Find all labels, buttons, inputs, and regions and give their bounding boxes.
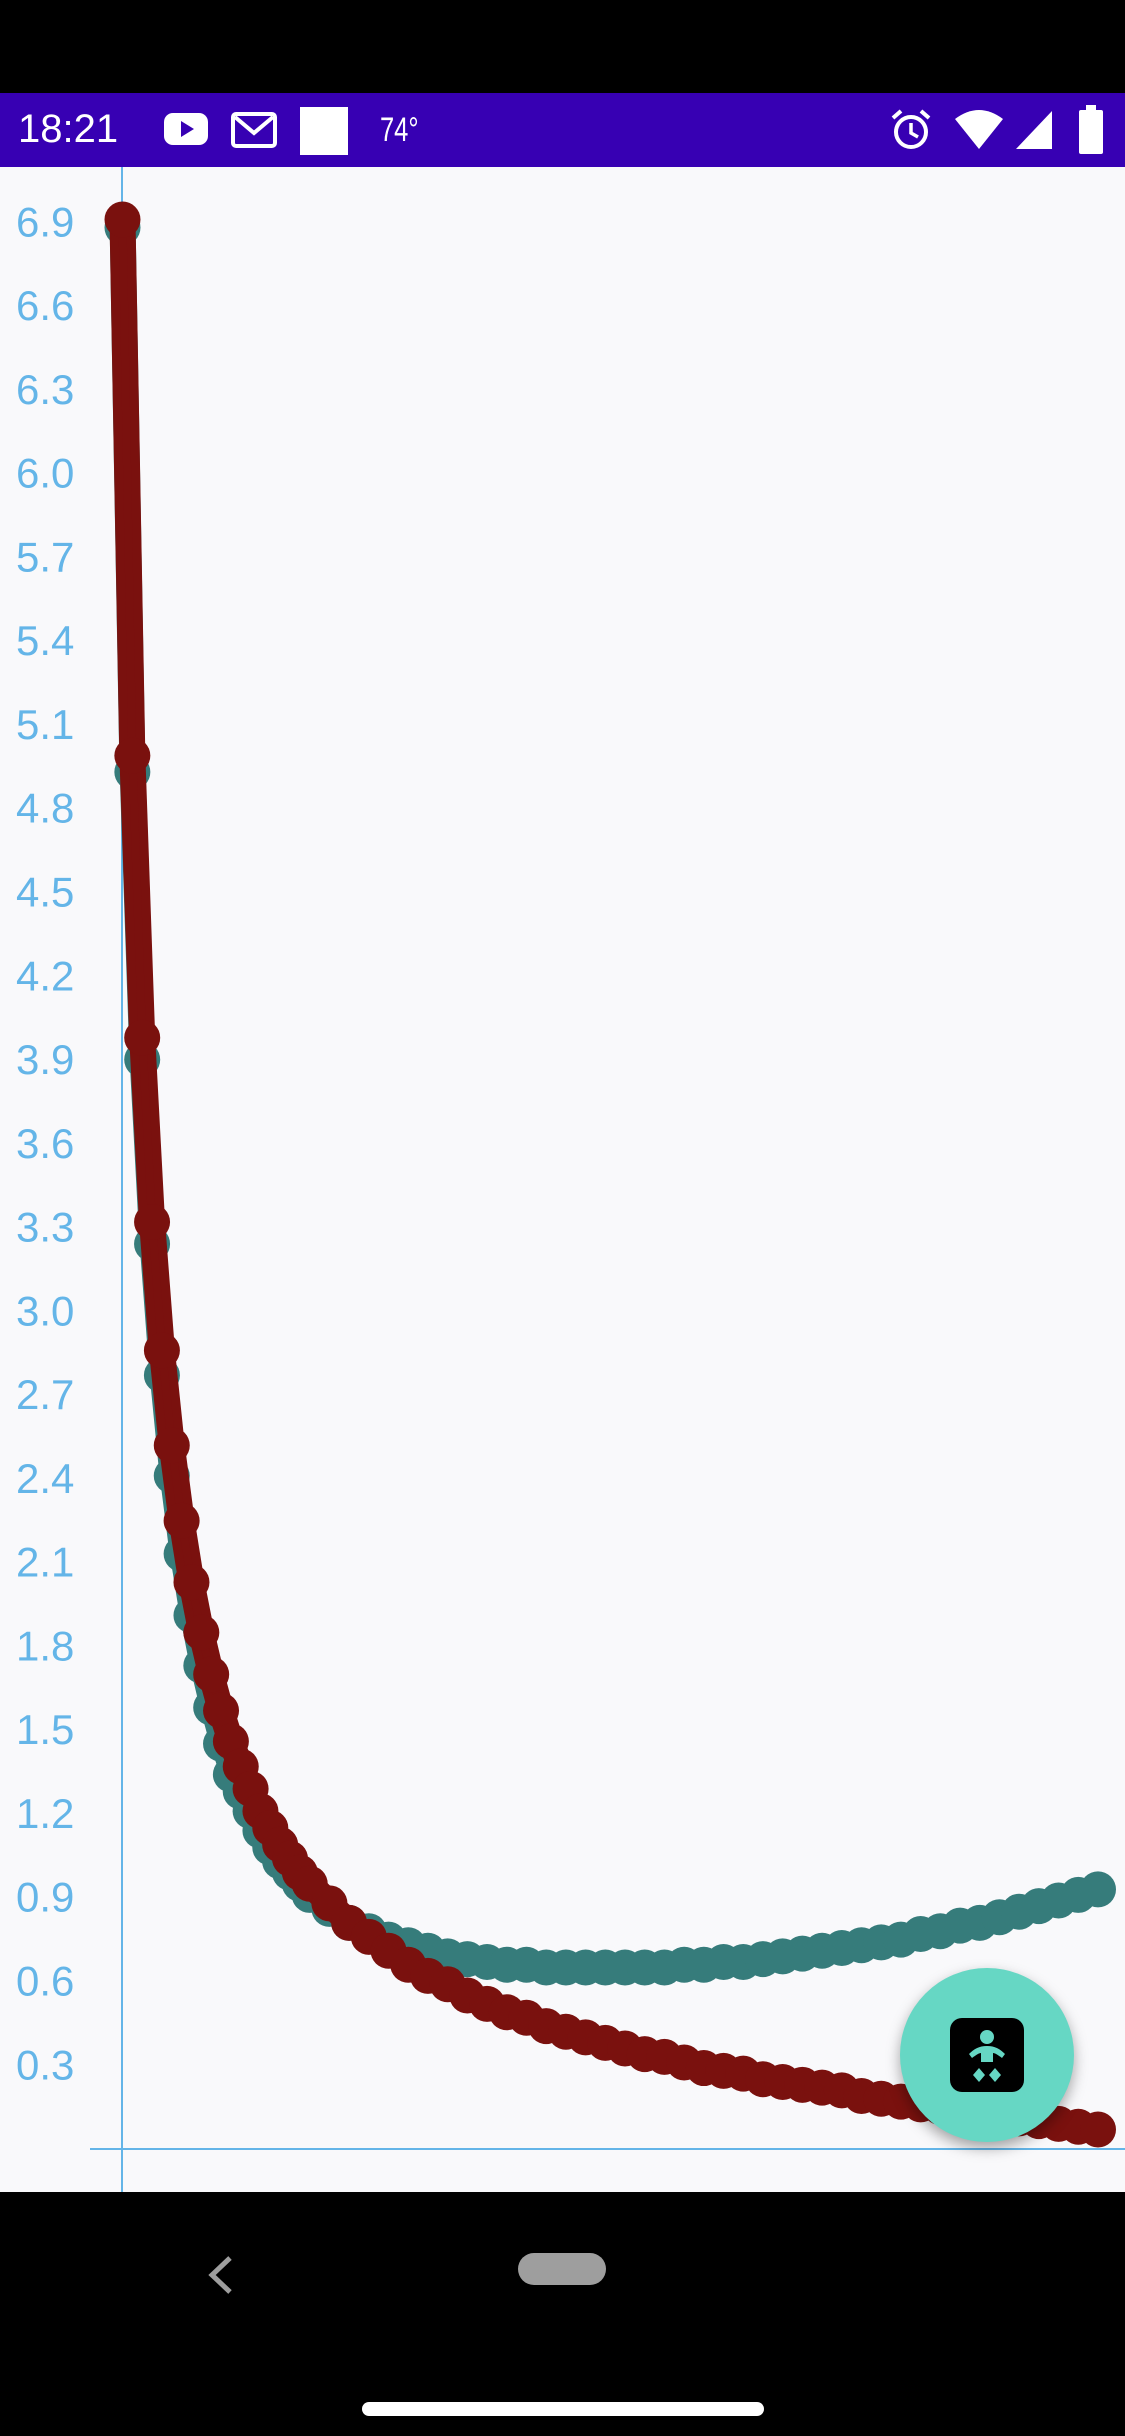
y-tick-label-21: 6.6 <box>16 282 74 329</box>
series-1-point-0 <box>104 201 141 238</box>
series-1-point-59 <box>1080 2111 1116 2148</box>
navigation-bar <box>0 2192 1125 2436</box>
y-tick-label-5: 1.8 <box>16 1622 74 1669</box>
status-temperature: 74° <box>380 111 419 149</box>
status-time: 18:21 <box>18 107 119 151</box>
y-tick-label-9: 3.0 <box>16 1287 74 1334</box>
series-1-point-9 <box>193 1656 230 1693</box>
alarm-icon <box>891 109 931 149</box>
white-square-icon <box>300 107 348 155</box>
top-black-bar <box>0 0 1125 93</box>
series-0 <box>104 206 1116 1986</box>
series-1-point-1 <box>114 737 151 774</box>
home-pill-icon[interactable] <box>518 2253 606 2285</box>
gesture-handle-icon[interactable] <box>362 2402 764 2416</box>
baby-icon <box>950 2018 1024 2092</box>
series-container <box>104 201 1116 2148</box>
y-tick-label-7: 2.4 <box>16 1455 74 1502</box>
series-1-point-8 <box>183 1614 220 1651</box>
y-tick-label-22: 6.9 <box>16 198 74 245</box>
baby-fab-button[interactable] <box>900 1968 1074 2142</box>
y-tick-label-17: 5.4 <box>16 617 74 664</box>
status-bar: 18:21 74° <box>0 93 1125 167</box>
y-tick-label-11: 3.6 <box>16 1120 74 1167</box>
series-1-point-6 <box>163 1502 200 1539</box>
battery-icon <box>1079 105 1103 154</box>
series-0-point-59 <box>1080 1871 1116 1908</box>
y-tick-label-14: 4.5 <box>16 868 74 915</box>
back-icon[interactable] <box>200 2250 240 2300</box>
y-tick-label-3: 1.2 <box>16 1790 74 1837</box>
y-tick-label-6: 2.1 <box>16 1539 74 1586</box>
chart-area: 0.3 0.6 0.9 1.2 1.5 1.8 2.1 2.4 2.7 3.0 3.3 3.6 3.9 4… <box>0 167 1125 2192</box>
series-line-0 <box>109 206 1111 1981</box>
y-tick-label-13: 4.2 <box>16 952 74 999</box>
y-tick-label-20: 6.3 <box>16 366 74 413</box>
gmail-icon <box>231 112 277 148</box>
y-tick-label-15: 4.8 <box>16 785 74 832</box>
series-1-point-4 <box>143 1332 180 1369</box>
series-1-point-3 <box>134 1203 171 1240</box>
y-tick-label-2: 0.9 <box>16 1874 74 1921</box>
y-tick-label-16: 5.1 <box>16 701 74 748</box>
y-tick-label-1: 0.6 <box>16 1957 74 2004</box>
y-tick-label-4: 1.5 <box>16 1706 74 1753</box>
y-tick-label-8: 2.7 <box>16 1371 74 1418</box>
series-1-point-7 <box>173 1564 210 1601</box>
signal-icon <box>1016 111 1052 149</box>
youtube-icon <box>164 113 208 145</box>
y-tick-label-12: 3.9 <box>16 1036 74 1083</box>
series-1-point-2 <box>124 1019 161 1056</box>
scatter-chart: 0.3 0.6 0.9 1.2 1.5 1.8 2.1 2.4 2.7 3.0 3.3 3.6 3.9 4… <box>16 167 1125 2192</box>
y-tick-label-19: 6.0 <box>16 450 74 497</box>
wifi-icon <box>955 110 1003 149</box>
y-tick-label-10: 3.3 <box>16 1204 74 1251</box>
series-1-point-5 <box>153 1427 190 1464</box>
y-axis-tick-labels: 0.3 0.6 0.9 1.2 1.5 1.8 2.1 2.4 2.7 3.0 3.3 3.6 3.9 4… <box>16 198 74 2088</box>
y-tick-label-0: 0.3 <box>16 2041 74 2088</box>
y-tick-label-18: 5.7 <box>16 533 74 580</box>
series-1-point-10 <box>203 1692 240 1729</box>
